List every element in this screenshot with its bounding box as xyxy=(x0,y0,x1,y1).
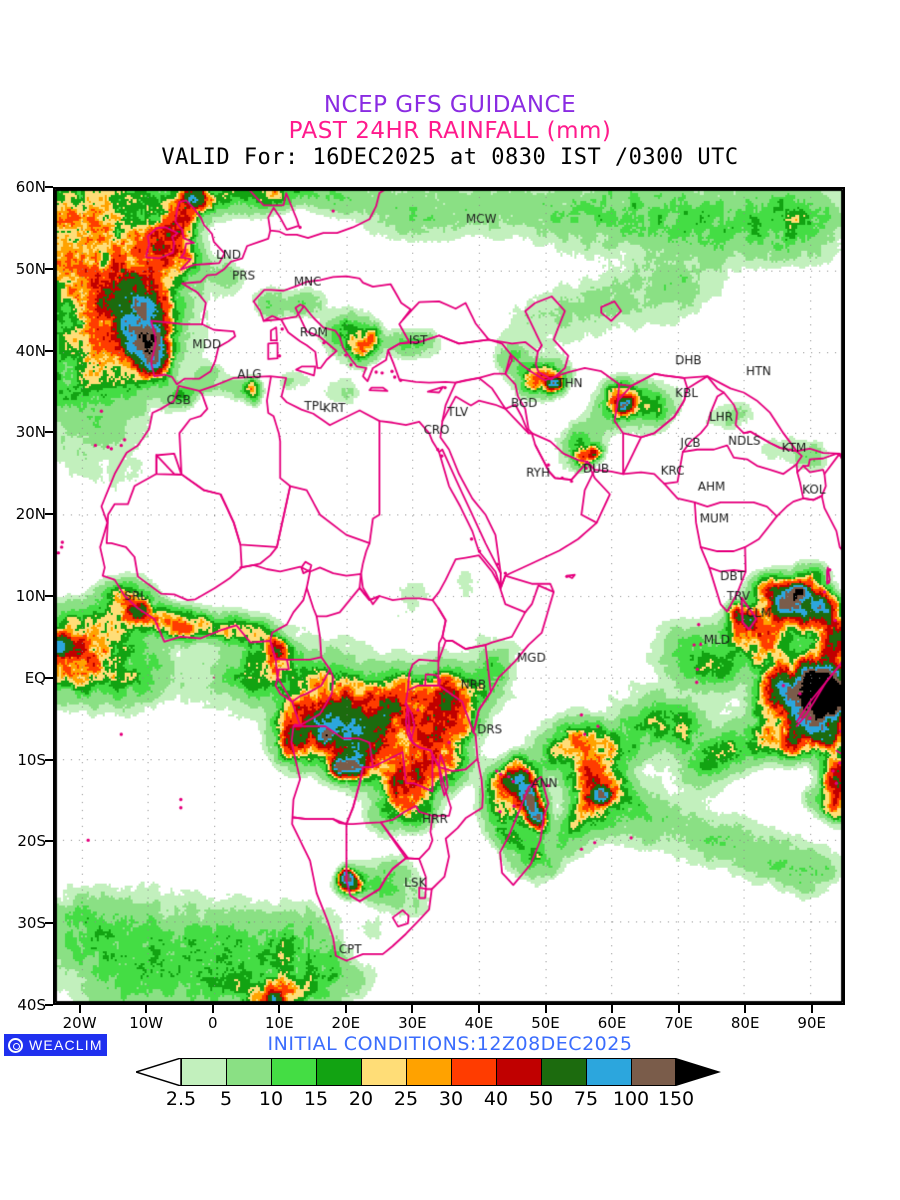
weaclim-label: WEACLIM xyxy=(29,1037,103,1053)
latitude-tick-label: 30N xyxy=(15,423,46,442)
longitude-tick-mark xyxy=(544,1005,547,1013)
longitude-tick-label: 10E xyxy=(264,1014,294,1032)
longitude-tick-label: 90E xyxy=(797,1014,826,1032)
longitude-tick-mark xyxy=(145,1005,148,1013)
longitude-tick-mark xyxy=(810,1005,813,1013)
longitude-tick-label: 40E xyxy=(464,1014,494,1032)
latitude-tick-mark xyxy=(45,267,53,270)
colorbar-band xyxy=(541,1058,586,1086)
latitude-tick-mark xyxy=(45,922,53,925)
longitude-tick-mark xyxy=(744,1005,747,1013)
latitude-tick-mark xyxy=(45,840,53,843)
colorbar-tick-label: 20 xyxy=(348,1088,374,1110)
longitude-tick-mark xyxy=(344,1005,347,1013)
colorbar-band xyxy=(496,1058,541,1086)
longitude-tick-label: 50E xyxy=(531,1014,560,1032)
latitude-tick-label: 10N xyxy=(15,587,46,605)
colorbar-tick-label: 2.5 xyxy=(165,1088,197,1110)
longitude-tick-mark xyxy=(611,1005,614,1013)
latitude-tick-mark xyxy=(45,676,53,679)
latitude-tick-mark xyxy=(45,758,53,761)
colorbar-band xyxy=(316,1058,361,1086)
longitude-tick-label: 10W xyxy=(129,1014,164,1032)
longitude-tick-mark xyxy=(411,1005,414,1013)
colorbar-band xyxy=(226,1058,271,1086)
colorbar-band xyxy=(631,1058,676,1086)
colorbar-tick-label: 5 xyxy=(219,1088,233,1110)
latitude-tick-mark xyxy=(45,431,53,434)
colorbar-band xyxy=(361,1058,406,1086)
colorbar-legend: 2.5 5 10 15 20 25 30 40 50 75 100 150 xyxy=(0,1058,900,1118)
colorbar-tick-label: 30 xyxy=(438,1088,464,1110)
latitude-tick-mark xyxy=(45,1004,53,1006)
initial-conditions-label: INITIAL CONDITIONS:12Z08DEC2025 xyxy=(267,1033,633,1055)
colorbar-bands xyxy=(181,1058,676,1086)
longitude-tick-label: 0 xyxy=(207,1014,218,1032)
longitude-tick-label: 80E xyxy=(730,1014,760,1032)
latitude-tick-label: 30S xyxy=(17,914,46,933)
latitude-tick-mark xyxy=(45,595,53,597)
rainfall-map-canvas[interactable] xyxy=(55,189,843,1003)
latitude-tick-mark xyxy=(45,513,53,516)
chart-title-main: NCEP GFS GUIDANCE xyxy=(323,92,577,118)
colorbar-tick-label: 75 xyxy=(573,1088,599,1110)
latitude-tick-label: 40S xyxy=(17,996,46,1014)
colorbar-over-arrow xyxy=(676,1058,721,1086)
longitude-tick-mark xyxy=(477,1005,480,1013)
latitude-tick-label: 20S xyxy=(17,832,46,851)
latitude-tick-label: 60N xyxy=(15,178,46,196)
colorbar-tick-label: 100 xyxy=(612,1088,650,1110)
longitude-tick-label: 20W xyxy=(62,1014,97,1032)
colorbar-band xyxy=(406,1058,451,1086)
chart-title-variable: PAST 24HR RAINFALL (mm) xyxy=(288,118,612,144)
latitude-tick-label: 20N xyxy=(15,505,46,524)
colorbar-tick-label: 40 xyxy=(483,1088,509,1110)
colorbar-band xyxy=(181,1058,226,1086)
latitude-tick-label: EQ xyxy=(24,668,46,687)
latitude-tick-label: 10S xyxy=(17,750,46,769)
latitude-tick-mark xyxy=(45,349,53,352)
longitude-tick-label: 60E xyxy=(597,1014,627,1032)
longitude-tick-label: 30E xyxy=(398,1014,427,1032)
latitude-tick-mark xyxy=(45,186,53,188)
map-plot-area[interactable] xyxy=(53,187,845,1005)
weaclim-logo-icon xyxy=(8,1037,23,1053)
longitude-tick-mark xyxy=(78,1005,81,1013)
chart-title-valid-time: VALID For: 16DEC2025 at 0830 IST /0300 U… xyxy=(161,145,739,170)
longitude-tick-mark xyxy=(677,1005,680,1013)
colorbar-tick-label: 150 xyxy=(657,1088,695,1110)
latitude-tick-label: 50N xyxy=(15,259,46,278)
colorbar-band xyxy=(451,1058,496,1086)
colorbar-tick-label: 10 xyxy=(258,1088,284,1110)
longitude-tick-mark xyxy=(211,1005,214,1013)
longitude-tick-label: 70E xyxy=(664,1014,693,1032)
colorbar-band xyxy=(271,1058,316,1086)
weaclim-watermark[interactable]: WEACLIM xyxy=(4,1034,107,1056)
longitude-tick-mark xyxy=(278,1005,281,1013)
colorbar-tick-label: 15 xyxy=(303,1088,329,1110)
colorbar-band xyxy=(586,1058,631,1086)
title-block: NCEP GFS GUIDANCE PAST 24HR RAINFALL (mm… xyxy=(0,92,900,172)
latitude-tick-label: 40N xyxy=(15,341,46,360)
colorbar-tick-label: 50 xyxy=(528,1088,554,1110)
longitude-tick-label: 20E xyxy=(331,1014,361,1032)
colorbar-tick-label: 25 xyxy=(393,1088,419,1110)
colorbar-under-arrow-outline xyxy=(136,1058,181,1086)
